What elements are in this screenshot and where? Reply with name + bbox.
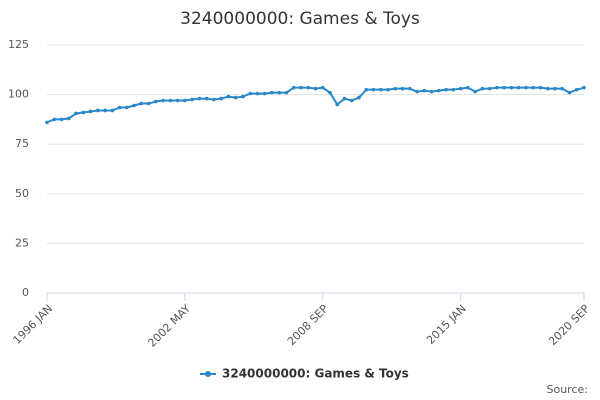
point — [342, 96, 347, 101]
point — [219, 96, 223, 101]
point — [197, 96, 202, 101]
point — [379, 87, 383, 92]
point — [531, 85, 536, 90]
point — [480, 86, 485, 91]
point — [473, 89, 477, 94]
point — [335, 102, 340, 107]
point — [183, 98, 187, 103]
point — [125, 105, 129, 110]
point — [103, 108, 107, 113]
point — [66, 116, 71, 121]
point — [545, 86, 550, 91]
point — [582, 85, 586, 90]
y-tick-label: 0 — [22, 286, 29, 299]
point — [509, 85, 514, 90]
legend-marker — [205, 371, 211, 377]
y-tick-label: 75 — [15, 137, 29, 150]
point — [299, 85, 303, 90]
y-tick-label: 100 — [8, 88, 29, 101]
point — [248, 91, 252, 96]
x-tick-label: 2020 SEP — [546, 302, 592, 348]
point — [146, 101, 151, 106]
x-tick-label: 2008 SEP — [285, 302, 331, 348]
point — [415, 89, 419, 94]
chart-title: 3240000000: Games & Toys — [180, 9, 420, 29]
point — [168, 98, 173, 103]
point — [74, 111, 78, 116]
y-tick-label: 25 — [15, 236, 29, 249]
point — [320, 85, 325, 90]
point — [306, 85, 311, 90]
point — [466, 85, 470, 90]
point — [400, 86, 405, 91]
point — [154, 99, 158, 104]
point — [52, 117, 57, 122]
point — [190, 97, 194, 102]
point — [81, 110, 86, 115]
point — [132, 103, 136, 108]
point — [161, 98, 165, 103]
point — [117, 105, 122, 110]
point — [429, 89, 434, 94]
point — [393, 86, 398, 91]
y-tick-label: 50 — [15, 187, 29, 200]
point — [357, 95, 361, 100]
point — [495, 85, 499, 90]
point — [241, 94, 245, 99]
point — [175, 98, 180, 103]
point — [59, 117, 64, 122]
point — [538, 85, 543, 90]
point — [313, 86, 318, 91]
point — [139, 101, 144, 106]
point — [371, 87, 376, 92]
line — [46, 86, 585, 124]
point — [110, 108, 115, 113]
y-tick-label: 125 — [8, 38, 29, 51]
point — [212, 97, 216, 102]
point — [95, 108, 100, 113]
point — [328, 90, 332, 95]
point — [516, 85, 521, 90]
point — [502, 85, 506, 90]
point — [204, 96, 209, 101]
point — [364, 87, 369, 92]
x-tick-label: 2015 JAN — [424, 302, 469, 347]
point — [262, 91, 267, 96]
point — [277, 90, 282, 95]
point — [408, 86, 412, 91]
point — [451, 87, 456, 92]
point — [458, 86, 463, 91]
point — [574, 87, 579, 92]
point — [45, 120, 49, 125]
point — [284, 90, 289, 95]
legend-label: 3240000000: Games & Toys — [222, 367, 409, 381]
point — [437, 88, 441, 93]
point — [270, 90, 274, 95]
point — [226, 94, 231, 99]
x-tick-label: 1996 JAN — [10, 302, 55, 347]
point — [88, 109, 93, 114]
point — [422, 88, 427, 93]
point — [524, 85, 528, 90]
source: Source: — [547, 383, 589, 396]
point — [255, 91, 260, 96]
point — [567, 90, 572, 95]
point — [291, 85, 296, 90]
point — [349, 98, 354, 103]
point — [444, 87, 448, 92]
point — [553, 86, 557, 91]
x-tick-label: 2002 MAY — [145, 302, 193, 350]
point — [487, 86, 492, 91]
point — [386, 87, 390, 92]
point — [560, 86, 565, 91]
point — [233, 95, 238, 100]
